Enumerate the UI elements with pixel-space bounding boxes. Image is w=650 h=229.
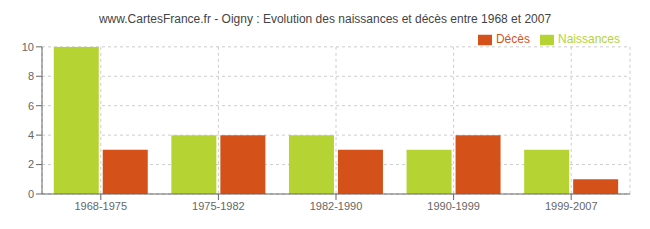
html-text:www.CartesFrance.fr - Oigny :: www.CartesFrance.fr - Oigny : Evolution … (98, 12, 552, 26)
svg-text:0: 0 (28, 188, 34, 200)
svg-text:1968-1975: 1968-1975 (74, 200, 127, 212)
svg-text:1990-1999: 1990-1999 (427, 200, 480, 212)
svg-text:10: 10 (22, 41, 34, 53)
svg-text:6: 6 (28, 100, 34, 112)
svg-text:1999-2007: 1999-2007 (545, 200, 598, 212)
svg-text:1982-1990: 1982-1990 (310, 200, 363, 212)
svg-text:4: 4 (28, 129, 34, 141)
svg-text:1975-1982: 1975-1982 (192, 200, 245, 212)
svg-text:8: 8 (28, 70, 34, 82)
svg-text:2: 2 (28, 158, 34, 170)
html-text:Décès: Décès (496, 32, 530, 46)
html-text:Naissances: Naissances (558, 32, 620, 46)
